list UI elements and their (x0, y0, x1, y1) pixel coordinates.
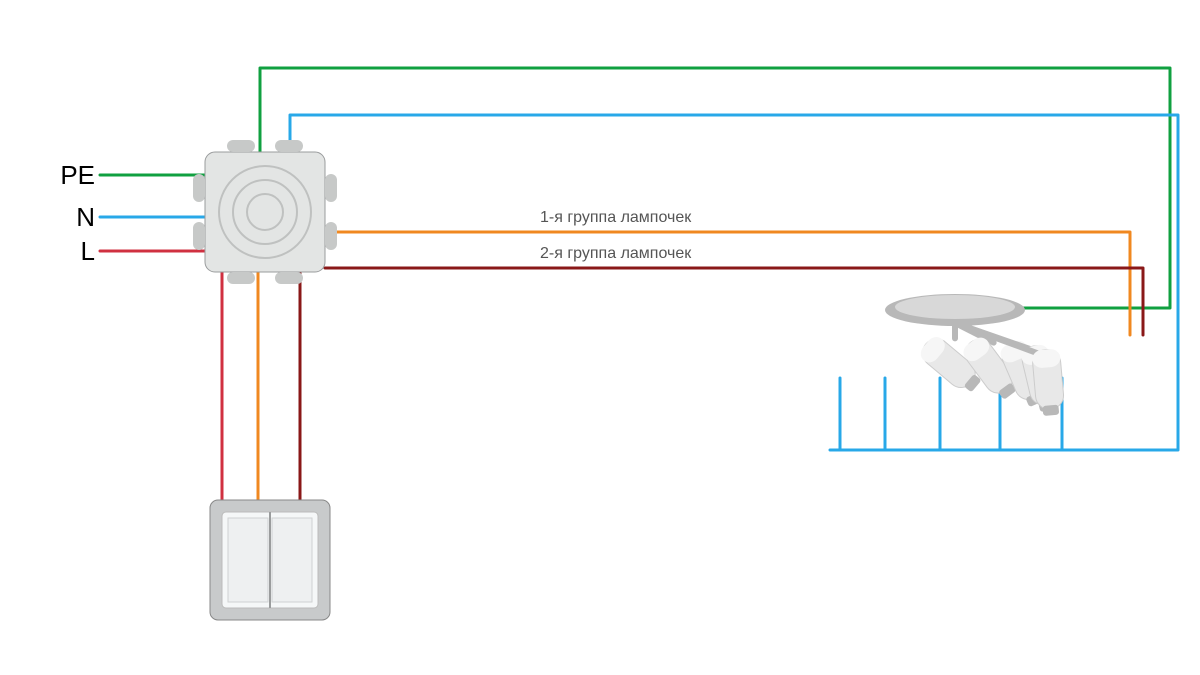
wires-back (100, 68, 1178, 500)
junction-box (193, 140, 337, 284)
chandelier (885, 294, 1065, 417)
label-l: L (81, 236, 95, 266)
label-group2: 2-я группа лампочек (540, 245, 692, 262)
label-pe: PE (60, 160, 95, 190)
label-group1: 1-я группа лампочек (540, 209, 692, 226)
label-n: N (76, 202, 95, 232)
wall-switch (210, 500, 330, 620)
